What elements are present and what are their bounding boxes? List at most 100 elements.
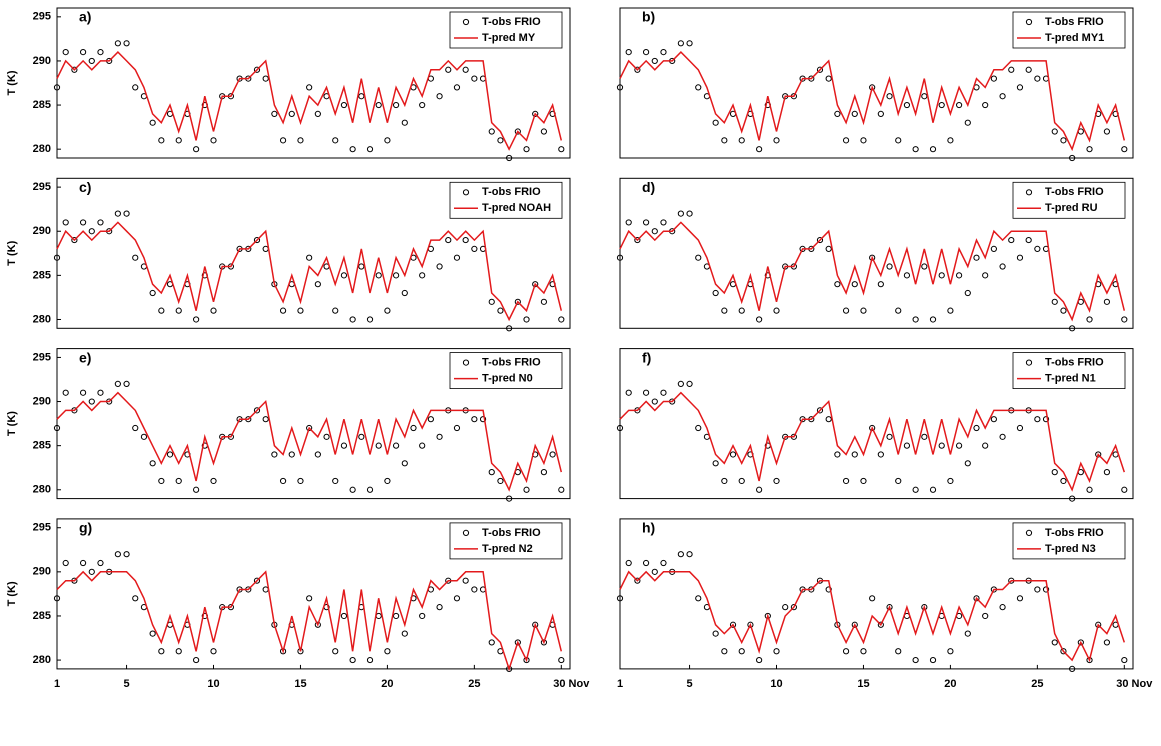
obs-point xyxy=(921,263,928,270)
obs-point xyxy=(532,110,539,117)
obs-point xyxy=(842,648,850,655)
obs-point xyxy=(253,407,261,414)
obs-point xyxy=(314,451,321,458)
legend-label: T-pred N2 xyxy=(482,543,533,555)
obs-point xyxy=(488,469,495,476)
obs-point xyxy=(523,146,530,153)
obs-point xyxy=(912,146,919,153)
obs-point xyxy=(982,272,989,279)
obs-point xyxy=(1060,307,1067,314)
obs-point xyxy=(747,621,754,628)
obs-point xyxy=(132,595,139,602)
obs-point xyxy=(1051,128,1058,135)
obs-point xyxy=(193,316,200,323)
obs-point xyxy=(1069,665,1076,673)
obs-point xyxy=(332,307,339,314)
y-axis-label: T (K) xyxy=(6,411,18,436)
obs-point xyxy=(756,316,763,323)
legend-box xyxy=(1012,522,1126,560)
obs-point xyxy=(938,442,945,449)
y-tick-label: 285 xyxy=(33,610,51,622)
obs-point xyxy=(393,272,400,279)
obs-point xyxy=(1103,639,1111,646)
obs-point xyxy=(540,128,548,135)
panel-label: c) xyxy=(79,179,91,195)
obs-point xyxy=(71,66,78,73)
obs-point xyxy=(497,307,504,314)
obs-point xyxy=(471,586,478,593)
obs-point xyxy=(903,442,911,449)
obs-point xyxy=(79,49,87,56)
obs-point xyxy=(956,272,963,279)
obs-point xyxy=(869,424,876,432)
obs-point xyxy=(488,128,495,135)
obs-point xyxy=(886,433,893,440)
legend-label: T-obs FRIO xyxy=(1045,186,1104,198)
obs-point xyxy=(1034,416,1041,423)
obs-point xyxy=(773,477,780,485)
panel-label: d) xyxy=(642,179,655,195)
obs-point xyxy=(956,101,963,109)
obs-point xyxy=(158,307,165,314)
obs-point xyxy=(651,398,658,405)
obs-point xyxy=(842,137,850,144)
obs-point xyxy=(756,656,763,664)
obs-point xyxy=(695,84,702,91)
obs-point xyxy=(114,40,121,47)
obs-point xyxy=(1086,316,1093,323)
x-tick-label: 20 xyxy=(944,678,956,690)
legend-label: T-obs FRIO xyxy=(482,186,541,198)
legend-box xyxy=(1012,352,1126,390)
legend-marker xyxy=(1025,18,1033,26)
obs-point xyxy=(738,648,745,655)
obs-point xyxy=(660,49,667,56)
obs-point xyxy=(912,486,919,493)
obs-point xyxy=(1060,648,1067,655)
obs-point xyxy=(877,110,884,117)
obs-point xyxy=(314,621,321,628)
obs-point xyxy=(393,101,400,109)
obs-point xyxy=(279,477,287,485)
obs-point xyxy=(540,639,548,646)
y-axis-label: T (K) xyxy=(6,240,18,265)
obs-point xyxy=(53,595,61,602)
x-tick-label: 25 xyxy=(468,678,480,690)
obs-point xyxy=(401,630,408,637)
obs-point xyxy=(1069,154,1076,162)
obs-point xyxy=(497,477,504,485)
x-tick-label: 30 Nov xyxy=(1116,678,1153,690)
obs-point xyxy=(1121,656,1128,664)
obs-point xyxy=(514,298,521,305)
obs-point xyxy=(686,551,693,558)
obs-point xyxy=(990,75,997,82)
obs-point xyxy=(938,272,945,279)
obs-point xyxy=(964,289,971,297)
obs-point xyxy=(964,630,971,637)
obs-point xyxy=(540,298,548,305)
obs-point xyxy=(825,586,832,593)
obs-point xyxy=(677,40,684,47)
obs-point xyxy=(642,219,650,226)
obs-point xyxy=(738,477,745,485)
obs-point xyxy=(660,389,667,396)
obs-point xyxy=(642,389,650,396)
obs-point xyxy=(816,407,824,414)
plot-frame xyxy=(619,7,1134,159)
obs-point xyxy=(1121,146,1128,153)
obs-point xyxy=(782,604,789,611)
obs-point xyxy=(375,272,382,279)
obs-point xyxy=(558,656,565,664)
obs-point xyxy=(558,486,565,493)
obs-point xyxy=(842,477,850,485)
plot-frame xyxy=(56,518,571,670)
y-tick-label: 295 xyxy=(33,11,51,23)
y-tick-label: 285 xyxy=(33,440,51,452)
obs-point xyxy=(886,93,893,100)
obs-point xyxy=(471,75,478,82)
obs-point xyxy=(53,254,61,261)
obs-point xyxy=(842,307,850,314)
obs-point xyxy=(729,451,737,458)
legend-box xyxy=(1012,181,1126,219)
obs-point xyxy=(497,137,504,144)
